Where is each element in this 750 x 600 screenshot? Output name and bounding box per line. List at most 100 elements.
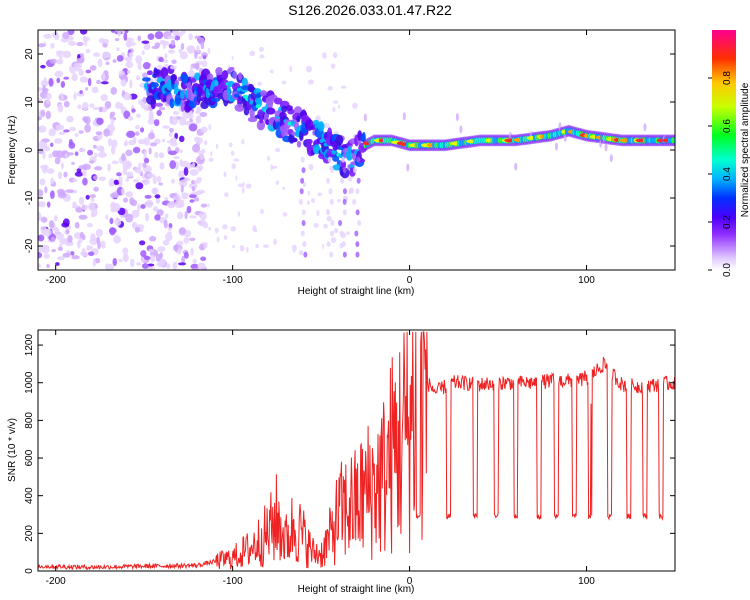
spectrogram-cell <box>107 163 111 172</box>
spectrogram-cell <box>337 104 340 109</box>
spectrogram-cell <box>171 59 177 64</box>
spectrogram-cell <box>96 79 101 85</box>
spectrogram-cell <box>322 52 327 59</box>
spectrogram-cell <box>79 30 88 35</box>
spectrogram-cell <box>59 237 68 245</box>
spectrogram-cell <box>68 40 76 46</box>
spectrogram-cell <box>233 93 240 98</box>
spectrogram-cell <box>327 127 333 139</box>
spectrogram-cell <box>259 54 265 59</box>
spectrogram-cell <box>221 71 229 79</box>
spectrogram-cell <box>238 72 243 81</box>
spectrogram-cell <box>144 194 152 199</box>
spectrogram-cell <box>207 203 210 208</box>
spectrogram-cell <box>140 101 146 109</box>
spectrogram-cell <box>239 245 245 252</box>
spectrogram-cell <box>181 30 186 35</box>
spectrogram-cell <box>170 141 178 147</box>
spectrogram-cell <box>156 261 165 268</box>
colorbar-label: Normalized spectral amplitude <box>740 82 750 217</box>
spectrogram-cell <box>110 118 115 126</box>
spectrogram-cell <box>211 97 221 103</box>
spectrogram-cell <box>136 262 142 266</box>
spectrogram-cell <box>99 145 105 154</box>
spectrogram-cell <box>146 70 153 76</box>
spectrogram-cell <box>177 211 184 220</box>
spectrogram-cell <box>200 256 207 261</box>
spectrogram-cell <box>71 73 78 82</box>
spectrogram-cell <box>189 65 193 72</box>
spectrogram-cell <box>62 218 70 227</box>
spectrogram-cell <box>38 87 44 92</box>
spectrogram-cell <box>158 106 166 111</box>
spectrogram-cell <box>99 240 106 248</box>
spectrogram-cell <box>141 263 149 269</box>
spectrogram-cell <box>122 247 129 255</box>
spectrogram-cell <box>164 53 168 59</box>
spectrogram-cell <box>330 219 335 226</box>
spectrogram-cell <box>114 218 122 227</box>
spectrogram-cell <box>342 251 347 258</box>
spectrogram-cell <box>73 62 83 69</box>
spectrogram-cell <box>271 165 278 169</box>
spectrogram-cell <box>459 125 463 134</box>
spectrogram-cell <box>70 251 75 256</box>
spectrogram-cell <box>142 77 151 82</box>
spectrogram-cell <box>83 36 90 42</box>
spectrogram-cell <box>322 244 325 250</box>
spectrogram-cell <box>200 41 205 50</box>
spectrogram-cell <box>86 222 93 228</box>
snr-xtick-label: -200 <box>46 576 66 587</box>
spectrogram-cell <box>75 206 83 213</box>
spectrogram-cell <box>85 194 90 200</box>
spectrogram-cell <box>149 235 157 242</box>
spectrogram-cell <box>148 248 154 253</box>
spectrogram-cell <box>112 258 118 267</box>
spectrogram-cell <box>121 153 126 162</box>
spectrogram-cell <box>338 219 343 226</box>
spectrogram-cell <box>129 258 135 268</box>
spectrogram-cell <box>103 128 111 137</box>
spectrogram-cell <box>326 216 332 222</box>
spectrogram-cell <box>135 55 143 64</box>
spectrogram-cell <box>190 78 197 83</box>
spectrogram-cell <box>40 64 46 69</box>
spectrogram-cell <box>202 55 207 60</box>
spectrogram-cell <box>207 47 211 54</box>
spectrogram-cell <box>317 192 323 197</box>
spectrogram-cell <box>184 210 188 220</box>
spectrogram-cell <box>228 142 233 147</box>
spectrogram-cell <box>237 211 241 217</box>
spectrogram-cell <box>131 221 138 228</box>
spectrogram-cell <box>208 124 212 131</box>
spectrogram-cell <box>92 175 98 180</box>
spectrogram-cell <box>147 117 155 125</box>
spectrogram-cell <box>141 40 150 44</box>
spectrogram-cell <box>143 42 151 51</box>
spectrogram-cell <box>134 131 140 136</box>
spectrogram-cell <box>196 139 200 146</box>
spectrogram-cell <box>60 94 64 101</box>
spectrogram-cell <box>51 249 56 253</box>
spectrogram-cell <box>298 250 304 256</box>
spectrogram-cell <box>43 253 50 259</box>
spectrogram-cell <box>327 156 332 163</box>
snr-marks <box>38 331 675 571</box>
spectrogram-cell <box>107 138 113 147</box>
spectrogram-cell <box>350 187 354 194</box>
spectrogram-cell <box>170 137 177 143</box>
spectrogram-cell <box>181 255 185 264</box>
spectrogram-cell <box>145 212 150 222</box>
spectrogram-cell <box>55 262 60 266</box>
spectrogram-cell <box>156 209 164 217</box>
spectrogram-cell <box>342 209 347 216</box>
spectrogram-cell <box>173 195 182 201</box>
colorbar-gradient <box>712 30 736 270</box>
spectrogram-cell <box>73 92 77 101</box>
spectrogram-cell <box>154 214 161 221</box>
spectrogram-cell <box>332 144 338 151</box>
spectrogram-cell <box>270 164 273 171</box>
spectrogram-cell <box>347 174 353 182</box>
spectrogram-cell <box>143 150 147 160</box>
